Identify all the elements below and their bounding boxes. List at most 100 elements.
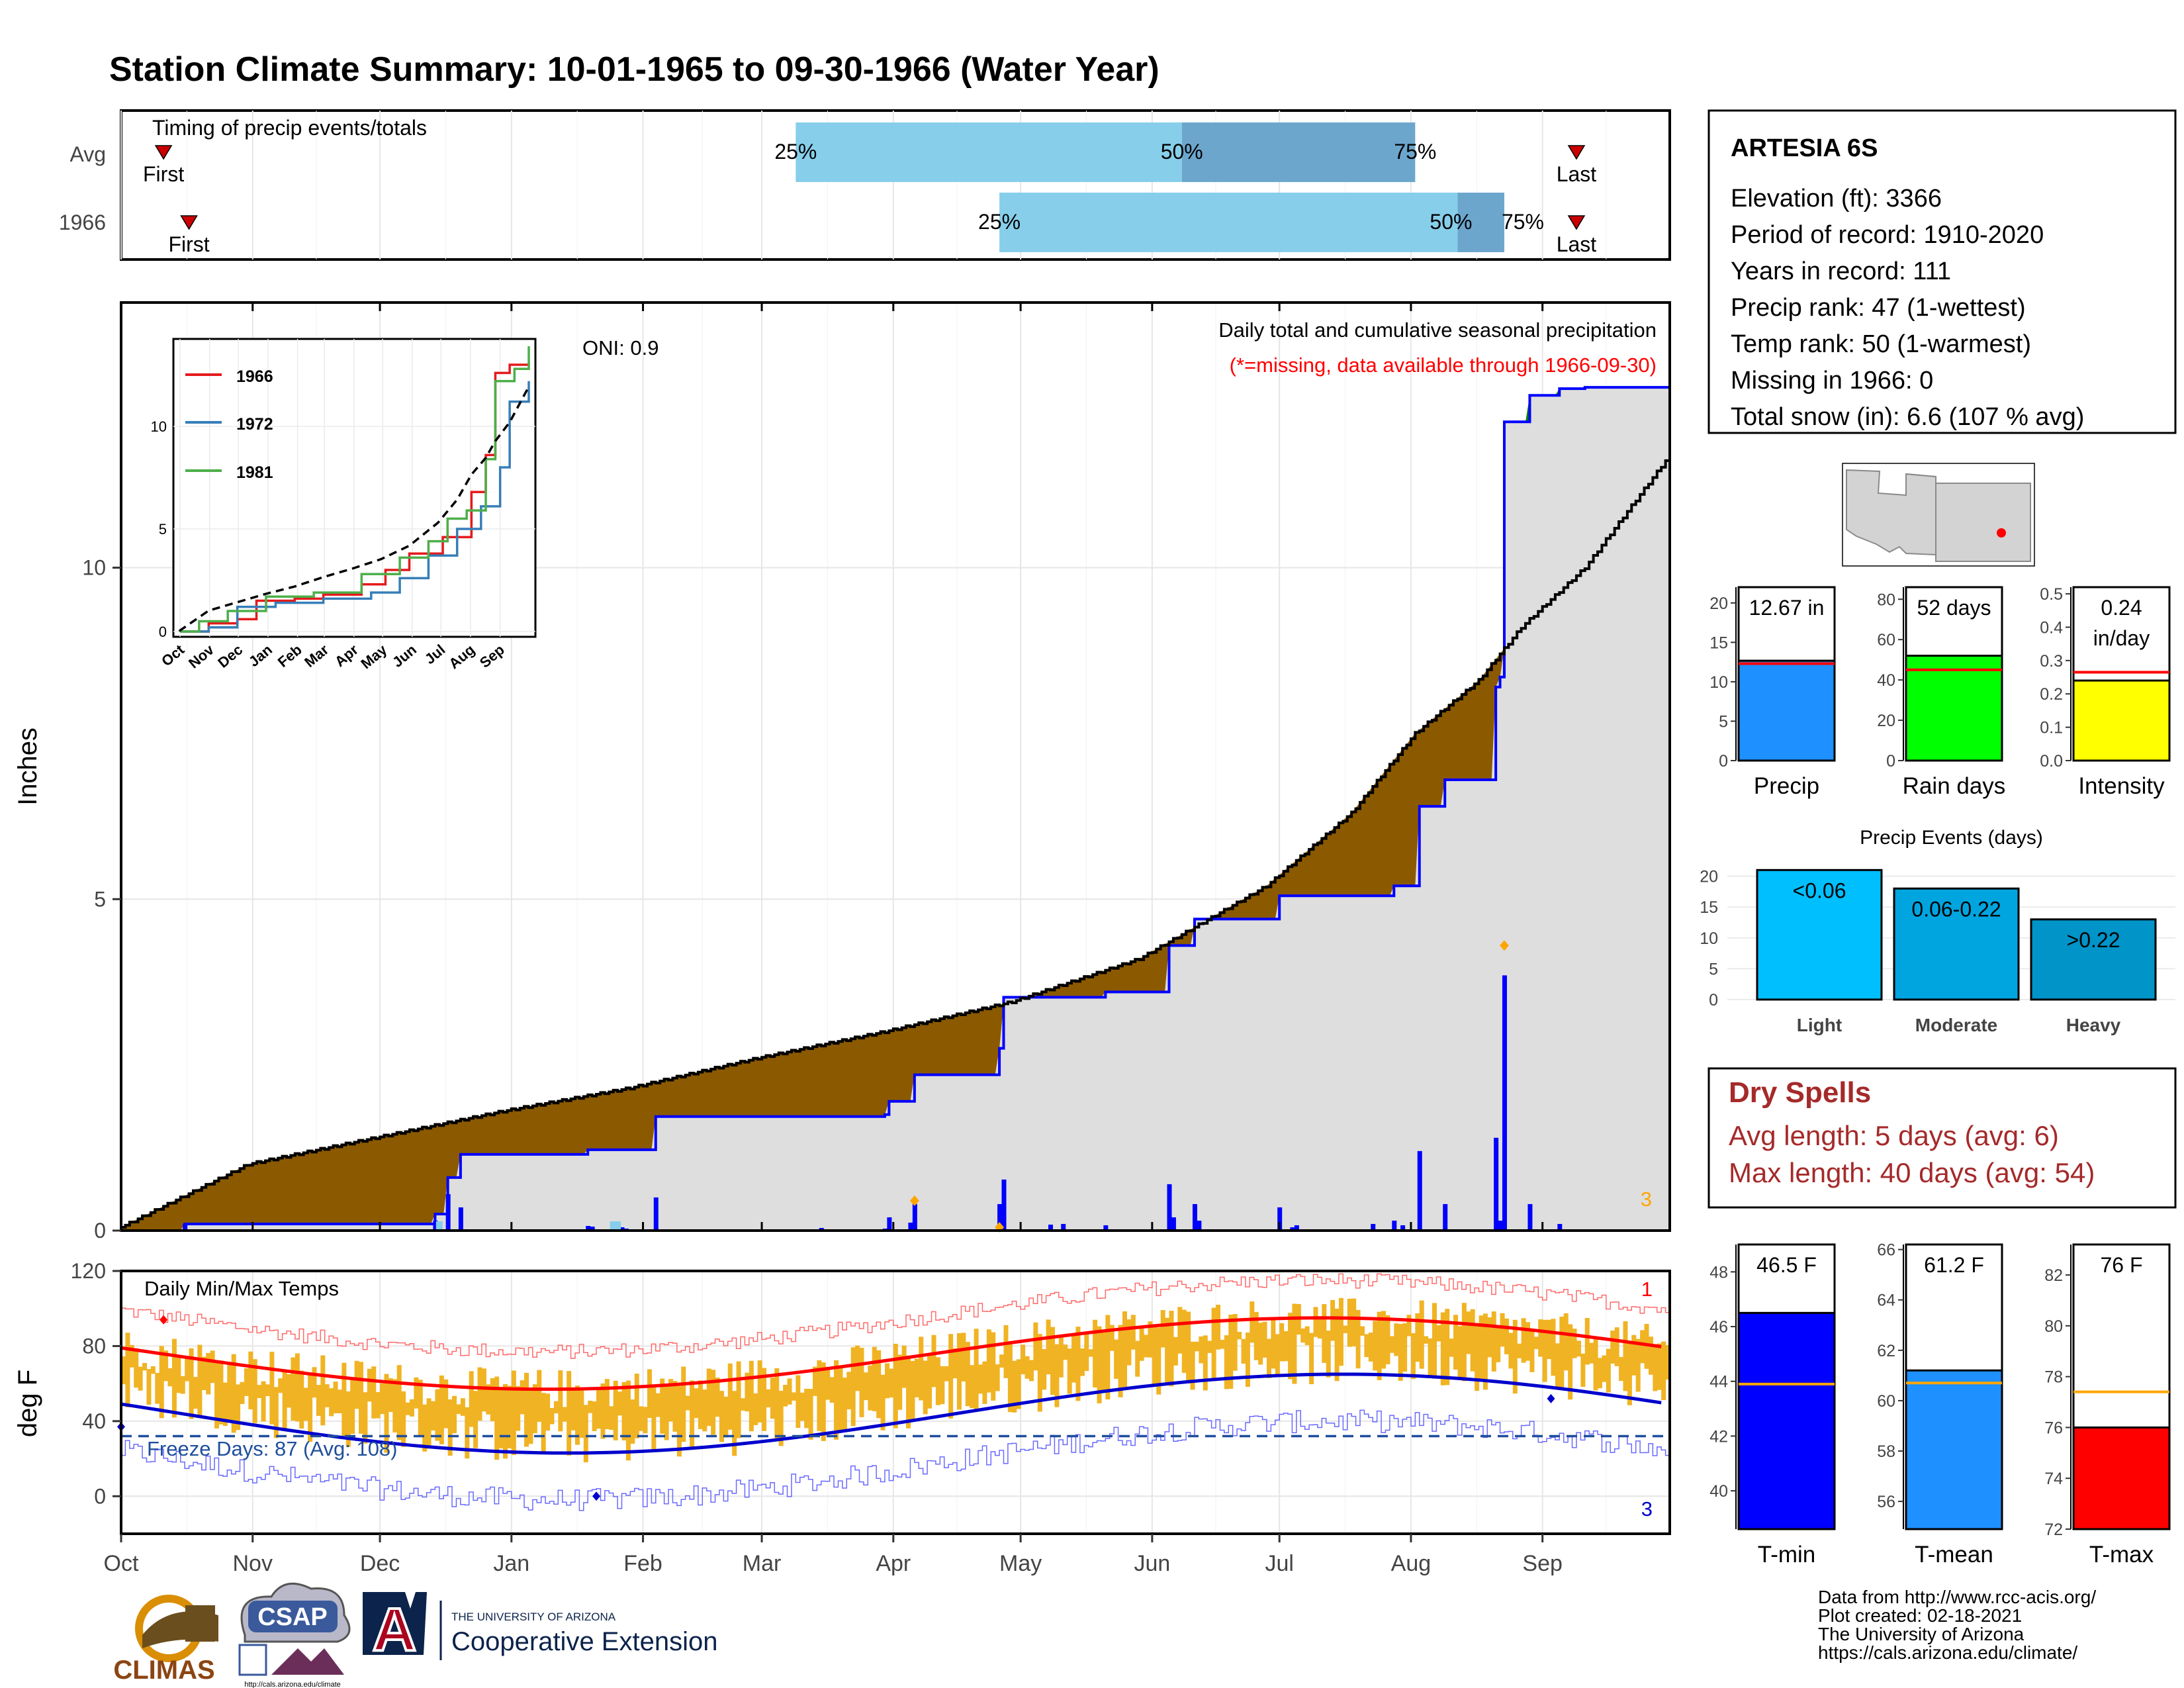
daily-precip-bar bbox=[1371, 1223, 1376, 1231]
daily-temp-bar bbox=[396, 1365, 402, 1440]
daily-temp-bar bbox=[1203, 1335, 1208, 1391]
daily-precip-bar bbox=[586, 1225, 591, 1231]
daily-precip-bar bbox=[819, 1227, 824, 1231]
daily-temp-bar bbox=[600, 1383, 606, 1439]
daily-temp-bar bbox=[1381, 1311, 1387, 1369]
temp-content bbox=[117, 1273, 1670, 1511]
daily-temp-bar bbox=[732, 1391, 737, 1456]
daily-temp-bar bbox=[846, 1372, 852, 1409]
temp-ylabel: deg F bbox=[13, 1370, 42, 1437]
daily-temp-bar bbox=[579, 1390, 584, 1438]
daily-temp-bar bbox=[1144, 1335, 1149, 1358]
daily-temp-bar bbox=[350, 1380, 355, 1434]
daily-temp-bar bbox=[676, 1385, 682, 1457]
temp-low-count: 3 bbox=[1641, 1497, 1653, 1521]
daily-temp-bar bbox=[1292, 1303, 1297, 1384]
daily-temp-bar bbox=[1084, 1331, 1089, 1372]
month-label: Jul bbox=[1265, 1551, 1293, 1576]
daily-temp-bar bbox=[1593, 1338, 1598, 1391]
daily-temp-bar bbox=[970, 1365, 975, 1409]
station-detail: Precip rank: 47 (1-wettest) bbox=[1731, 294, 2026, 322]
daily-temp-bar bbox=[236, 1384, 241, 1430]
daily-temp-bar bbox=[1241, 1338, 1246, 1364]
daily-temp-bar bbox=[431, 1401, 436, 1430]
month-label: Jun bbox=[1134, 1551, 1170, 1576]
daily-temp-bar bbox=[872, 1346, 877, 1411]
gauge-bar bbox=[1737, 1311, 1836, 1530]
station-detail: Temp rank: 50 (1-warmest) bbox=[1731, 330, 2031, 358]
daily-temp-bar bbox=[1024, 1356, 1030, 1379]
daily-temp-bar bbox=[863, 1372, 868, 1401]
daily-temp-bar bbox=[1568, 1324, 1573, 1400]
daily-temp-bar bbox=[778, 1391, 784, 1446]
timing-bar-50-75 bbox=[1457, 193, 1504, 252]
daily-temp-bar bbox=[1368, 1333, 1373, 1362]
timing-title: Timing of precip events/totals bbox=[152, 116, 427, 140]
daily-temp-bar bbox=[1635, 1338, 1641, 1392]
precip-daily-bars bbox=[183, 940, 1588, 1233]
daily-temp-bar bbox=[240, 1382, 245, 1404]
daily-temp-bar bbox=[1373, 1321, 1378, 1371]
dry-spells-box: Dry Spells Avg length: 5 days (avg: 6) M… bbox=[1707, 1067, 2177, 1209]
daily-temp-bar bbox=[855, 1345, 860, 1391]
daily-temp-bar bbox=[1156, 1327, 1161, 1395]
precip-corner-count: 3 bbox=[1641, 1188, 1652, 1211]
daily-temp-bar bbox=[1576, 1340, 1581, 1357]
credit-line: https://cals.arizona.edu/climate/ bbox=[1818, 1642, 2077, 1663]
daily-temp-bar bbox=[982, 1361, 987, 1404]
daily-temp-bar bbox=[808, 1389, 813, 1440]
precip-panel-title: Daily total and cumulative seasonal prec… bbox=[1218, 318, 1657, 342]
daily-temp-bar bbox=[991, 1332, 996, 1401]
daily-temp-bar bbox=[1093, 1319, 1098, 1388]
daily-temp-bar bbox=[1525, 1322, 1531, 1361]
daily-temp-bar bbox=[723, 1396, 729, 1438]
daily-temp-bar bbox=[1559, 1316, 1565, 1389]
daily-precip-bar bbox=[1294, 1225, 1299, 1231]
daily-temp-bar bbox=[783, 1385, 788, 1407]
daily-temp-bar bbox=[630, 1399, 635, 1444]
daily-temp-bar bbox=[1012, 1360, 1017, 1413]
daily-temp-bar bbox=[494, 1376, 500, 1460]
gauge-tick-label: 0.3 bbox=[2040, 652, 2063, 671]
daily-temp-bar bbox=[185, 1356, 190, 1382]
daily-temp-bar bbox=[961, 1333, 966, 1382]
daily-temp-bar bbox=[613, 1380, 618, 1440]
daily-temp-bar bbox=[426, 1398, 432, 1449]
daily-temp-bar bbox=[1385, 1315, 1390, 1364]
daily-temp-bar bbox=[1572, 1329, 1577, 1358]
daily-temp-bar bbox=[456, 1404, 461, 1415]
timing-triangle-icon bbox=[1567, 145, 1586, 160]
events-title: Precip Events (days) bbox=[1860, 827, 2043, 849]
daily-temp-bar bbox=[1028, 1360, 1034, 1382]
inset-legend-1972: 1972 bbox=[236, 415, 273, 434]
daily-temp-bar bbox=[639, 1406, 644, 1431]
daily-temp-bar bbox=[1253, 1311, 1259, 1360]
inset-y-tick: 10 bbox=[151, 418, 167, 435]
timing-row-label-avg: Avg bbox=[69, 142, 106, 166]
daily-temp-bar bbox=[715, 1378, 720, 1417]
daily-temp-bar bbox=[1220, 1339, 1225, 1349]
gauge-tick-label: 0.2 bbox=[2040, 685, 2063, 704]
daily-temp-bar bbox=[465, 1407, 470, 1459]
timing-bar-50-75 bbox=[1181, 122, 1416, 182]
daily-temp-bar bbox=[1491, 1311, 1496, 1372]
daily-temp-bar bbox=[524, 1372, 529, 1447]
daily-precip-bar bbox=[908, 1222, 913, 1231]
gauge-label: Intensity bbox=[2078, 773, 2165, 799]
daily-temp-bar bbox=[1482, 1313, 1488, 1390]
gauge-label: Rain days bbox=[1903, 773, 2006, 799]
daily-temp-bar bbox=[1419, 1300, 1424, 1369]
daily-temp-bar bbox=[952, 1348, 958, 1379]
daily-temp-bar bbox=[193, 1377, 198, 1409]
daily-temp-bar bbox=[1003, 1325, 1009, 1378]
daily-precip-bar bbox=[458, 1207, 463, 1231]
daily-temp-bar bbox=[596, 1387, 602, 1429]
daily-precip-bar bbox=[1443, 1203, 1448, 1231]
daily-temp-bar bbox=[422, 1404, 428, 1452]
daily-precip-bar bbox=[1197, 1220, 1202, 1231]
gauge-tick-label: 78 bbox=[2044, 1368, 2063, 1387]
daily-temp-bar bbox=[796, 1375, 801, 1428]
daily-temp-bar bbox=[354, 1360, 359, 1409]
timing-percent-label: 75% bbox=[1502, 210, 1544, 234]
daily-temp-bar bbox=[409, 1399, 414, 1417]
